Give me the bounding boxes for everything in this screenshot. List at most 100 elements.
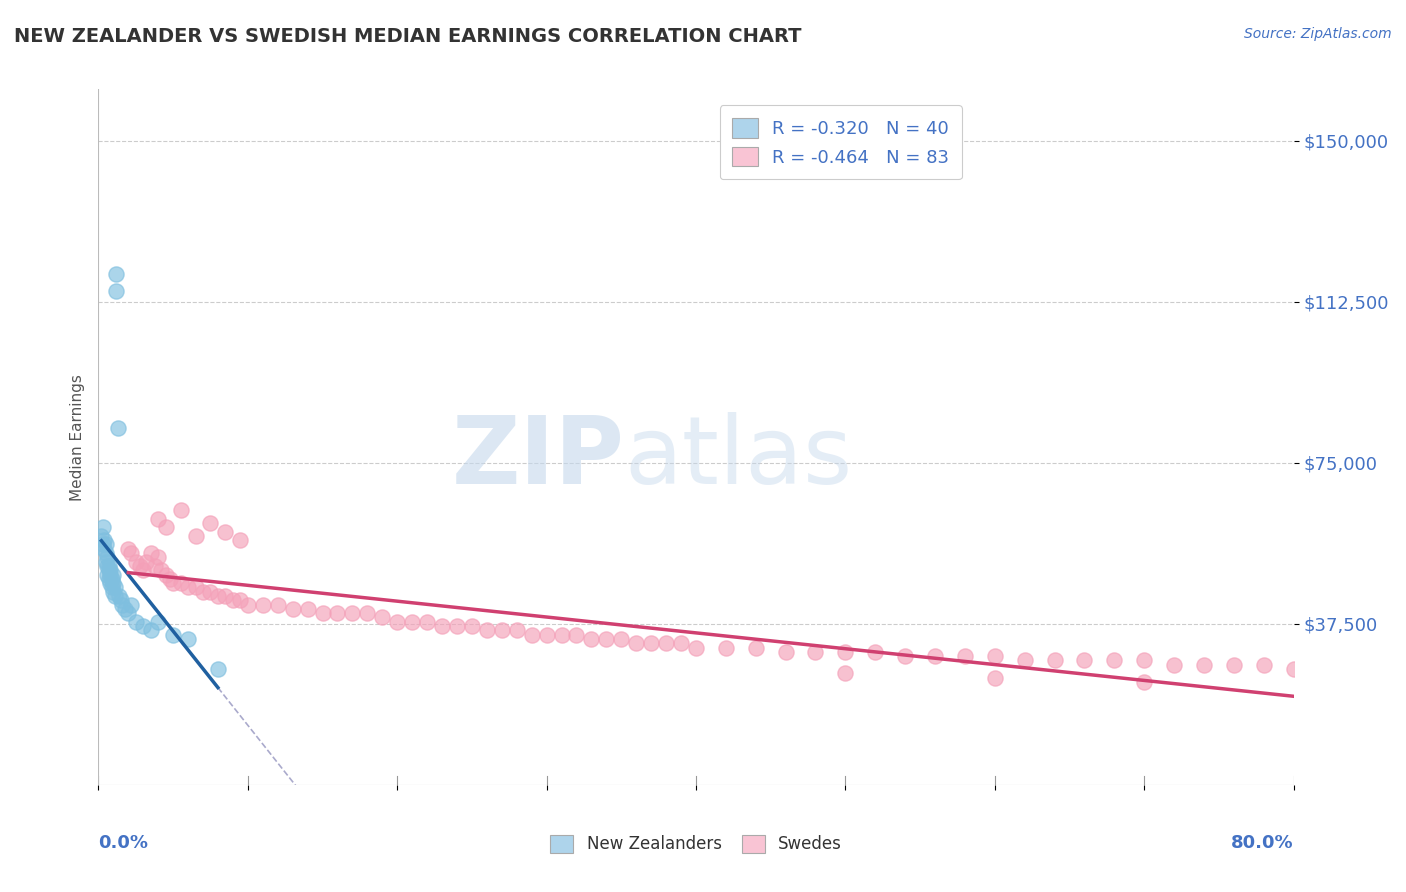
Point [191,584,214,599]
Point [129,558,152,573]
Point [536,627,558,641]
Point [184,529,207,543]
Point [91,520,114,534]
Point [105,267,128,281]
Point [207,662,229,676]
Point [103,567,125,582]
Point [550,627,572,641]
Point [177,632,200,646]
Point [132,563,155,577]
Point [98,576,122,591]
Point [924,649,946,664]
Point [150,563,173,577]
Point [342,606,364,620]
Point [581,632,603,646]
Text: Source: ZipAtlas.com: Source: ZipAtlas.com [1244,27,1392,41]
Text: ZIP: ZIP [451,412,624,504]
Point [97,558,120,573]
Point [125,555,148,569]
Point [110,593,132,607]
Point [200,516,222,530]
Point [103,584,125,599]
Point [96,558,118,573]
Point [834,645,856,659]
Point [446,619,468,633]
Point [90,529,112,543]
Point [200,584,222,599]
Point [640,636,662,650]
Point [953,649,976,664]
Point [229,533,252,548]
Point [416,615,439,629]
Point [103,576,125,591]
Point [475,624,498,638]
Point [91,537,114,551]
Point [96,550,118,565]
Point [184,581,207,595]
Point [626,636,648,650]
Point [148,511,170,525]
Point [117,541,139,556]
Point [139,546,162,560]
Point [865,645,887,659]
Point [371,610,394,624]
Point [745,640,768,655]
Point [214,589,236,603]
Point [98,567,122,582]
Point [148,615,170,629]
Point [93,533,115,548]
Point [775,645,797,659]
Point [94,555,117,569]
Point [207,589,229,603]
Point [491,624,513,638]
Point [1043,653,1066,667]
Point [162,576,184,591]
Point [177,581,200,595]
Point [155,567,177,582]
Point [1253,657,1275,672]
Point [108,589,131,603]
Point [520,627,543,641]
Point [169,503,191,517]
Point [101,581,124,595]
Point [120,546,142,560]
Text: 0.0%: 0.0% [98,834,149,852]
Point [229,593,252,607]
Point [117,606,139,620]
Point [107,421,129,435]
Point [96,567,118,582]
Point [139,624,162,638]
Point [1133,674,1156,689]
Point [401,615,423,629]
Point [385,615,409,629]
Point [610,632,633,646]
Point [1133,653,1156,667]
Point [311,606,333,620]
Point [159,572,181,586]
Point [143,558,166,573]
Point [94,546,117,560]
Point [101,572,124,586]
Point [94,537,117,551]
Point [148,550,170,565]
Point [114,602,136,616]
Text: 80.0%: 80.0% [1230,834,1294,852]
Point [356,606,378,620]
Point [98,563,122,577]
Point [169,576,191,591]
Point [1192,657,1215,672]
Point [1104,653,1126,667]
Point [162,627,184,641]
Point [714,640,737,655]
Point [281,602,304,616]
Point [1223,657,1246,672]
Point [120,598,142,612]
Point [97,563,120,577]
Text: atlas: atlas [624,412,852,504]
Point [222,593,245,607]
Point [135,555,157,569]
Point [105,284,128,298]
Legend: New Zealanders, Swedes: New Zealanders, Swedes [543,828,849,860]
Point [155,520,177,534]
Point [111,598,134,612]
